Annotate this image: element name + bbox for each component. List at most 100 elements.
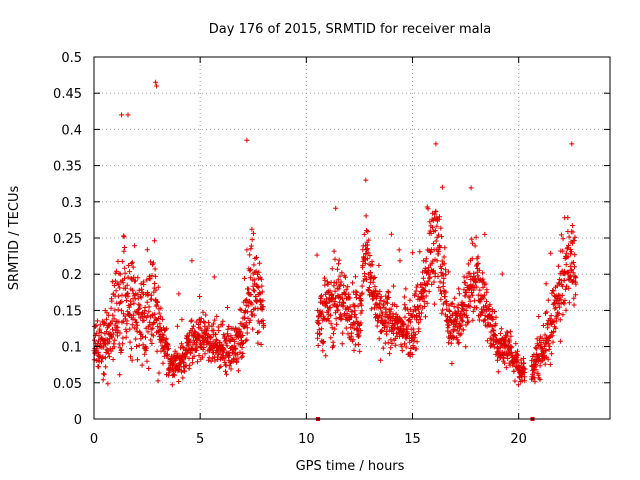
data-point: [188, 318, 194, 324]
data-point: [154, 83, 160, 89]
data-point: [148, 337, 154, 343]
data-point: [533, 346, 539, 352]
data-point: [365, 256, 371, 262]
data-point: [123, 334, 129, 340]
data-point: [421, 298, 427, 304]
data-point: [462, 280, 468, 286]
data-point: [490, 317, 496, 323]
x-tick-label: 15: [404, 432, 421, 447]
data-point: [482, 231, 488, 237]
data-point: [480, 270, 486, 276]
data-point: [508, 333, 514, 339]
data-point: [149, 296, 154, 302]
data-point: [372, 284, 378, 290]
data-point: [441, 261, 447, 267]
data-point: [521, 356, 527, 361]
data-point: [432, 301, 437, 307]
data-point: [180, 375, 186, 381]
data-point: [165, 372, 171, 378]
data-point: [515, 352, 521, 358]
data-point: [327, 304, 333, 310]
data-point: [235, 368, 241, 374]
data-point: [451, 304, 457, 310]
data-point: [244, 337, 250, 343]
data-point: [369, 306, 375, 312]
data-point: [251, 230, 256, 236]
data-point: [220, 318, 226, 324]
data-point: [336, 261, 341, 267]
data-point: [359, 302, 365, 308]
data-point: [376, 263, 382, 268]
data-point: [369, 262, 375, 268]
data-point: [498, 326, 504, 332]
data-point: [549, 333, 555, 339]
data-point: [319, 309, 325, 315]
data-point: [222, 333, 228, 339]
data-point: [430, 210, 436, 216]
data-point: [232, 338, 238, 344]
data-point: [153, 303, 159, 309]
data-point: [480, 284, 486, 290]
data-point: [153, 287, 159, 293]
data-point: [566, 285, 572, 291]
data-point: [352, 312, 358, 317]
data-point: [407, 319, 413, 325]
data-point: [550, 339, 556, 345]
data-point: [571, 260, 577, 265]
data-point: [380, 345, 386, 351]
data-point: [126, 304, 132, 310]
data-point: [363, 177, 369, 183]
data-point: [101, 371, 106, 377]
data-point: [115, 333, 120, 339]
chart-title: Day 176 of 2015, SRMTID for receiver mal…: [209, 22, 491, 37]
data-point: [201, 345, 207, 351]
data-point: [112, 337, 118, 343]
data-point: [569, 223, 575, 228]
data-point: [333, 205, 339, 211]
data-point: [219, 322, 225, 328]
data-point: [460, 318, 466, 324]
data-point: [321, 313, 327, 319]
data-point: [505, 356, 511, 361]
data-point: [315, 318, 321, 324]
data-point: [429, 260, 435, 266]
data-point: [244, 297, 250, 303]
data-point: [218, 363, 224, 369]
data-point: [150, 333, 156, 339]
data-point: [104, 316, 110, 322]
data-point: [472, 243, 478, 249]
data-point: [202, 351, 208, 357]
data-point: [338, 279, 344, 285]
data-point: [379, 328, 385, 333]
data-point: [557, 304, 563, 310]
data-point: [469, 236, 475, 242]
data-point: [359, 290, 365, 296]
data-point: [437, 279, 443, 285]
data-point: [130, 287, 136, 293]
data-point: [249, 301, 255, 307]
data-point: [531, 352, 537, 358]
data-point: [335, 303, 341, 309]
data-point: [176, 379, 182, 384]
data-point: [565, 215, 571, 221]
data-point: [166, 345, 171, 351]
data-point: [403, 286, 409, 292]
data-point: [327, 288, 333, 294]
data-point: [563, 307, 569, 313]
data-point: [145, 291, 151, 297]
data-point: [501, 342, 507, 348]
data-point: [196, 333, 202, 339]
data-point: [480, 276, 486, 282]
data-point: [365, 250, 371, 256]
data-point: [136, 343, 142, 348]
data-point: [544, 309, 550, 315]
data-point: [355, 303, 361, 309]
data-point: [455, 314, 460, 320]
data-point: [128, 302, 134, 307]
data-point: [533, 367, 539, 373]
data-point: [326, 318, 332, 324]
data-point: [570, 270, 576, 276]
data-point: [94, 318, 100, 324]
data-point: [572, 264, 577, 270]
data-point: [98, 330, 104, 335]
